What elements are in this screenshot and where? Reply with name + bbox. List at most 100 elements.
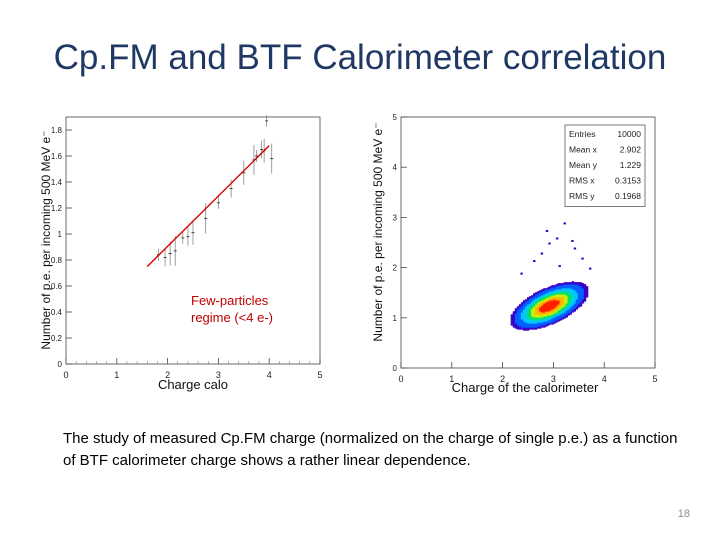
heatmap-cell [551,286,554,288]
heatmap-cell [524,309,528,311]
heatmap-cell [533,324,536,326]
heatmap-cell [518,321,522,323]
heatmap-cell [518,315,522,317]
heatmap-cell [514,317,518,319]
heatmap-cell [545,297,548,299]
heatmap-cell [551,303,554,305]
heatmap-cell [549,301,552,303]
heatmap-cell [573,288,577,290]
heatmap-cell [549,291,552,293]
heatmap-cell [516,317,520,319]
heatmap-cell [539,310,542,312]
heatmap-cell [573,287,577,289]
heatmap-cell [581,302,585,304]
heatmap-cell [545,304,548,306]
heatmap-cell [547,315,550,317]
heatmap-cell [569,294,572,296]
heatmap-cell [524,299,528,301]
heatmap-cell [541,290,544,292]
x-tick-label: 1 [114,370,119,380]
heatmap-cell [561,302,564,304]
x-axis-label: Charge of the calorimeter [452,380,599,395]
heatmap-cell [559,317,562,319]
heatmap-cell [516,309,520,311]
stats-value: 1.229 [620,160,642,170]
heatmap-cell [571,304,575,306]
heatmap-cell [565,295,568,297]
heatmap-cell [518,323,522,325]
heatmap-cell [565,284,568,286]
heatmap-cell [535,324,538,326]
heatmap-cell [524,306,528,308]
heatmap-cell [545,325,548,327]
x-tick-label: 2 [500,374,505,384]
heatmap-cell [563,283,566,285]
heatmap-cell [571,289,575,291]
heatmap-cell [533,325,536,327]
heatmap-cell [583,286,587,288]
heatmap-cell [543,306,546,308]
heatmap-cell [543,320,546,322]
heatmap-cell [543,313,546,315]
heatmap-cell [545,319,548,321]
heatmap-cell [541,289,544,291]
heatmap-cell [516,310,520,312]
heatmap-cell [569,285,572,287]
outlier-cell [548,242,551,245]
heatmap-cell [571,311,575,313]
heatmap-cell [585,288,589,290]
heatmap-cell [516,314,520,316]
heatmap-cell [547,303,550,305]
heatmap-cell [537,319,540,321]
heatmap-cell [524,311,528,313]
heatmap-cell [575,287,579,289]
heatmap-cell [543,290,546,292]
heatmap-cell [541,301,544,303]
heatmap-cell [537,302,540,304]
heatmap-cell [579,282,583,284]
stats-value: 2.902 [620,145,642,155]
heatmap-cell [537,293,540,295]
heatmap-cell [545,322,548,324]
heatmap-cell [553,319,556,321]
heatmap-cell [569,295,572,297]
heatmap-cell [565,286,568,288]
heatmap-cell [539,325,542,327]
heatmap-cell [520,321,524,323]
heatmap-cell [539,307,542,309]
heatmap-cell [539,326,542,328]
heatmap-cell [520,319,524,321]
heatmap-cell [569,282,572,284]
heatmap-cell [524,321,528,323]
heatmap-cell [541,313,544,315]
heatmap-cell [551,317,554,319]
heatmap-cell [585,292,589,294]
heatmap-cell [567,305,570,307]
heatmap-cell [512,322,516,324]
heatmap-cell [557,314,560,316]
heatmap-cell [531,317,534,319]
heatmap-cell [563,290,566,292]
heatmap-cell [553,305,556,307]
heatmap-cell [529,315,532,317]
heatmap-cell [529,298,532,300]
x-tick-label: 0 [398,374,403,384]
heatmap-cell [557,319,560,321]
heatmap-cell [561,303,564,305]
heatmap-cell [537,294,540,296]
y-tick-label: 1 [393,314,398,323]
heatmap-cell [559,290,562,292]
annotation-box: Few-particles regime (<4 e-) [191,292,273,326]
heatmap-cell [526,314,530,316]
heatmap-cell [569,307,572,309]
heatmap-cell [547,292,550,294]
heatmap-cell [535,322,538,324]
heatmap-cell [573,296,577,298]
heatmap-cell [514,324,518,326]
heatmap-cell [563,294,566,296]
heatmap-cell [563,284,566,286]
heatmap-cell [543,305,546,307]
heatmap-cell [581,294,585,296]
heatmap-cell [549,288,552,290]
heatmap-cell [526,327,530,329]
